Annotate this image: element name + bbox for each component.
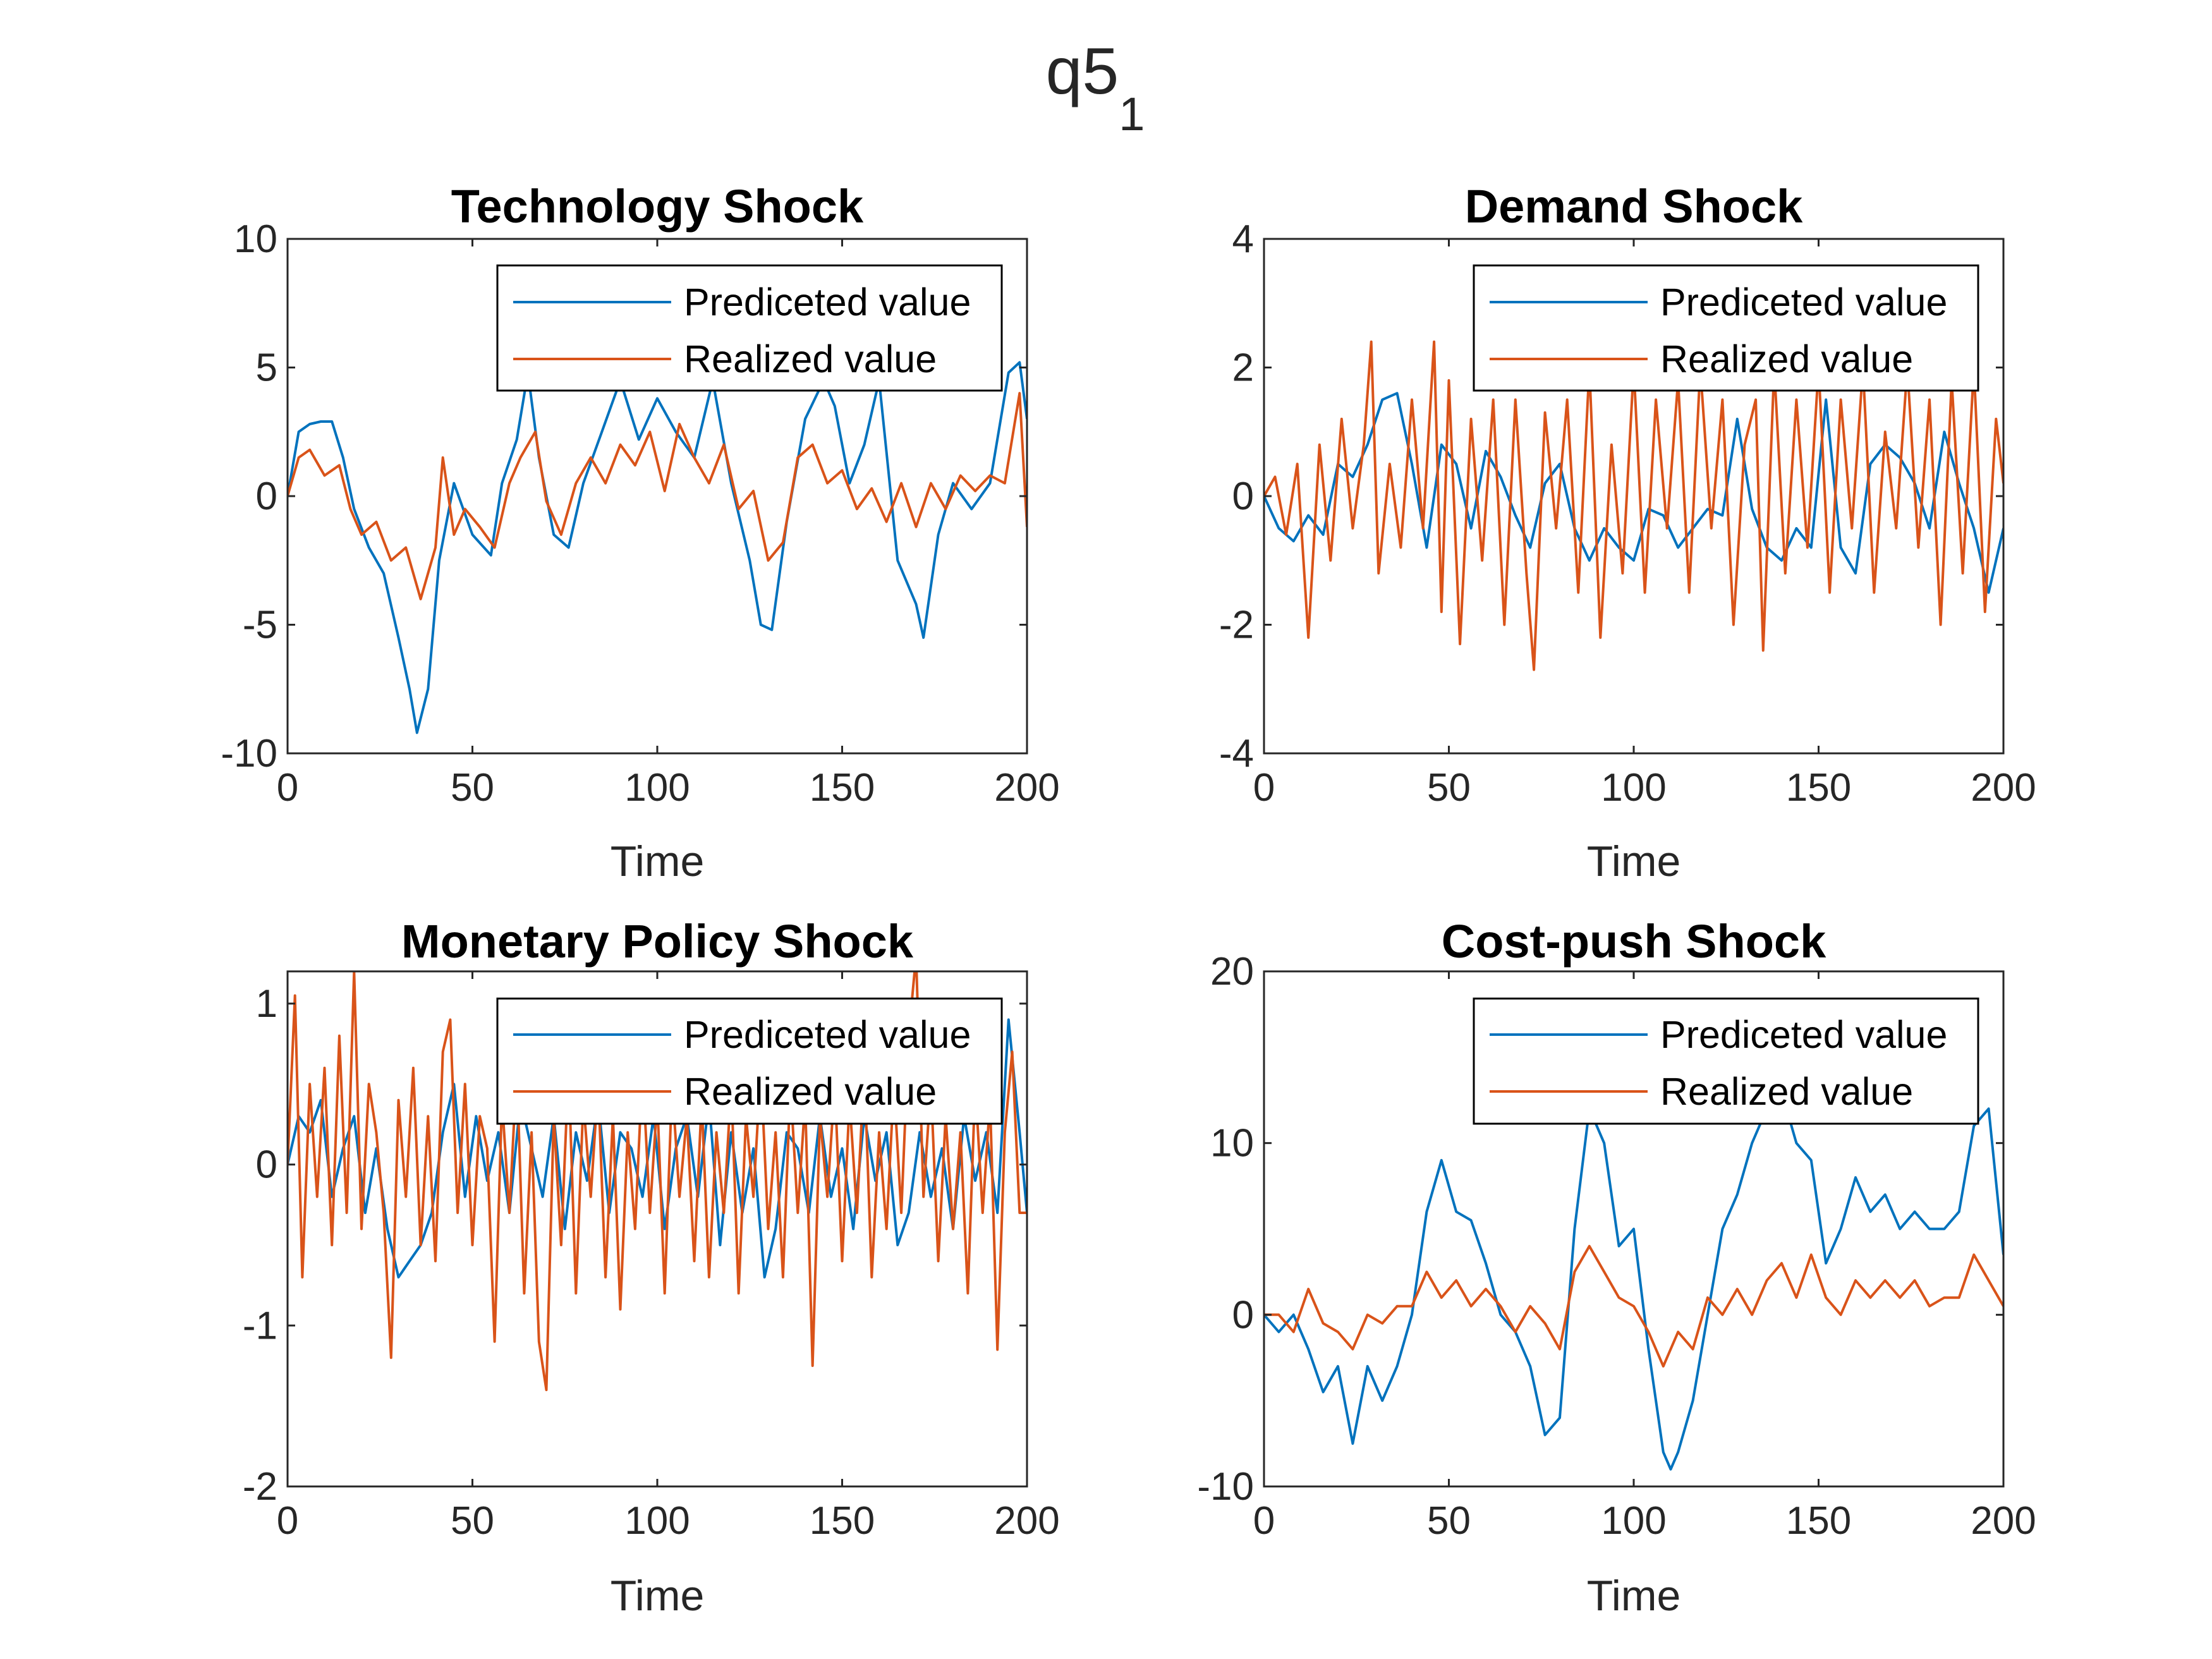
legend: Prediceted value Realized value <box>1473 264 1979 392</box>
x-tick-label: 100 <box>1601 1499 1666 1543</box>
legend: Prediceted value Realized value <box>1473 997 1979 1125</box>
y-tick-label: 4 <box>1232 217 1254 261</box>
y-tick-label: -10 <box>1197 1465 1254 1509</box>
x-tick-label: 200 <box>994 1499 1059 1543</box>
y-tick-label: -10 <box>221 732 277 775</box>
x-tick-label: 150 <box>1786 766 1851 810</box>
y-tick-label: 0 <box>1232 475 1254 518</box>
y-tick-label: -4 <box>1219 732 1254 775</box>
legend-label-realized: Realized value <box>684 1070 937 1113</box>
series-line-realized <box>1264 340 2003 671</box>
x-tick-label: 100 <box>624 766 690 810</box>
legend-label-realized: Realized value <box>1660 337 1913 380</box>
subplot-title: Cost-push Shock <box>1442 915 1826 968</box>
x-axis-label: Time <box>1587 837 1681 885</box>
y-tick-label: -2 <box>1219 604 1254 647</box>
legend-label-predicted: Prediceted value <box>684 1013 971 1056</box>
y-tick-label: 0 <box>1232 1293 1254 1337</box>
y-tick-label: 0 <box>256 1143 277 1187</box>
y-tick-label: 0 <box>256 475 277 518</box>
y-tick-label: -2 <box>243 1465 277 1509</box>
legend-label-realized: Realized value <box>1660 1070 1913 1113</box>
series-line-predicted <box>1264 1090 2003 1471</box>
x-axis-label: Time <box>611 1572 705 1620</box>
x-tick-label: 200 <box>1971 1499 2036 1543</box>
subplot-cost-push-shock: Cost-push Shock Time 0 50 100 150 200-100102… <box>1197 915 2036 1620</box>
series-line-predicted <box>288 361 1027 734</box>
y-tick-label: 10 <box>1210 1122 1254 1165</box>
legend: Prediceted value Realized value <box>496 997 1003 1125</box>
x-tick-label: 0 <box>277 766 298 810</box>
x-tick-label: 0 <box>1253 1499 1275 1543</box>
legend-box <box>496 264 1003 392</box>
legend-box <box>496 997 1003 1125</box>
legend-label-predicted: Prediceted value <box>684 281 971 324</box>
y-tick-label: 1 <box>256 982 277 1026</box>
figure-title: q51 <box>1046 35 1145 140</box>
series-line-realized <box>1264 1244 2003 1368</box>
legend-box <box>1473 264 1979 392</box>
y-tick-label: 5 <box>256 346 277 390</box>
y-tick-label: 20 <box>1210 950 1254 994</box>
x-tick-label: 100 <box>624 1499 690 1543</box>
x-tick-label: 150 <box>810 766 875 810</box>
x-tick-label: 150 <box>1786 1499 1851 1543</box>
x-tick-label: 150 <box>810 1499 875 1543</box>
subplot-demand-shock: Demand Shock Time 0 50 100 150 200 -4 -2 0 2 4 Pr… <box>1219 180 2036 885</box>
y-tick-label: 10 <box>234 217 277 261</box>
series-line-realized <box>288 392 1027 600</box>
x-tick-label: 50 <box>451 766 494 810</box>
y-tick-label: -5 <box>243 604 277 647</box>
subplot-technology-shock: Technology Shock Time 0 50 100 150 200 -10 -5 0… <box>221 180 1059 885</box>
legend-label-predicted: Prediceted value <box>1660 281 1947 324</box>
subplot-title: Demand Shock <box>1465 180 1803 233</box>
x-tick-label: 0 <box>1253 766 1275 810</box>
figure-title-subscript: 1 <box>1119 88 1145 140</box>
subplot-monetary-policy-shock: Monetary Policy Shock Time 0 50 100 150 200 -… <box>243 915 1060 1620</box>
figure-title-main: q5 <box>1046 35 1119 108</box>
x-axis-label: Time <box>1587 1572 1681 1620</box>
x-tick-label: 50 <box>451 1499 494 1543</box>
x-tick-label: 200 <box>1971 766 2036 810</box>
x-axis-label: Time <box>611 837 705 885</box>
x-tick-label: 50 <box>1427 1499 1471 1543</box>
x-tick-label: 50 <box>1427 766 1471 810</box>
legend-label-predicted: Prediceted value <box>1660 1013 1947 1056</box>
legend: Prediceted value Realized value <box>496 264 1003 392</box>
series-line-predicted <box>1264 392 2003 594</box>
subplot-title: Monetary Policy Shock <box>401 915 914 968</box>
y-tick-label: -1 <box>243 1304 277 1347</box>
x-tick-label: 100 <box>1601 766 1666 810</box>
legend-box <box>1473 997 1979 1125</box>
legend-label-realized: Realized value <box>684 337 937 380</box>
x-tick-label: 0 <box>277 1499 298 1543</box>
y-tick-label: 2 <box>1232 346 1254 390</box>
subplot-title: Technology Shock <box>451 180 864 233</box>
x-tick-label: 200 <box>994 766 1059 810</box>
